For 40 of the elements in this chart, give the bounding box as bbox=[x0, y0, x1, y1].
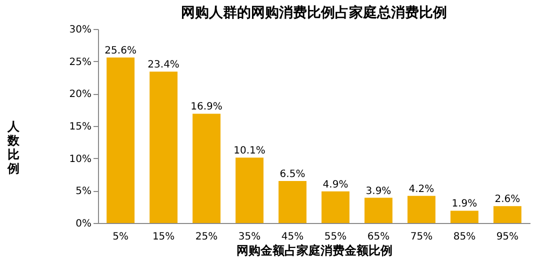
y-tick-label: 20% bbox=[69, 89, 92, 100]
y-tick-label: 15% bbox=[69, 122, 92, 132]
bar bbox=[192, 114, 221, 223]
x-tick-label: 15% bbox=[152, 232, 175, 242]
y-tick-label: 10% bbox=[69, 154, 92, 165]
data-label: 25.6% bbox=[104, 45, 136, 56]
y-tick-label: 25% bbox=[69, 56, 92, 68]
x-tick-label: 35% bbox=[238, 232, 261, 242]
data-label: 10.1% bbox=[234, 146, 266, 157]
bar bbox=[322, 191, 350, 223]
y-tick-label: 30% bbox=[69, 24, 92, 36]
x-tick-label: 45% bbox=[281, 232, 304, 242]
bar bbox=[236, 158, 264, 223]
x-tick-label: 95% bbox=[496, 232, 519, 242]
y-tick-label: 5% bbox=[76, 186, 92, 198]
x-tick-label: 5% bbox=[112, 232, 129, 242]
data-label: 1.9% bbox=[452, 198, 478, 210]
data-label: 4.2% bbox=[408, 184, 434, 195]
data-label: 3.9% bbox=[366, 186, 392, 197]
x-tick-label: 65% bbox=[367, 232, 390, 242]
x-axis-title: 网购金额占家庭消费金额比例 bbox=[236, 244, 392, 258]
data-label: 6.5% bbox=[280, 168, 306, 180]
bar bbox=[106, 57, 135, 223]
bar bbox=[150, 72, 178, 223]
x-tick-label: 55% bbox=[324, 232, 347, 242]
data-label: 23.4% bbox=[148, 60, 180, 71]
x-tick-label: 85% bbox=[453, 232, 476, 242]
chart-title: 网购人群的网购消费比例占家庭总消费比例 bbox=[181, 4, 447, 21]
data-label: 2.6% bbox=[494, 194, 520, 206]
data-label: 16.9% bbox=[190, 102, 222, 113]
bar bbox=[450, 210, 478, 223]
y-tick-label: 0% bbox=[76, 218, 92, 230]
bar bbox=[278, 180, 306, 223]
x-tick-label: 25% bbox=[195, 232, 218, 242]
data-label: 4.9% bbox=[322, 179, 348, 190]
y-axis-title: 人数比例 bbox=[6, 120, 20, 176]
bar bbox=[493, 206, 522, 223]
bar bbox=[407, 196, 436, 223]
x-tick-label: 75% bbox=[410, 232, 433, 242]
bar bbox=[364, 198, 392, 223]
